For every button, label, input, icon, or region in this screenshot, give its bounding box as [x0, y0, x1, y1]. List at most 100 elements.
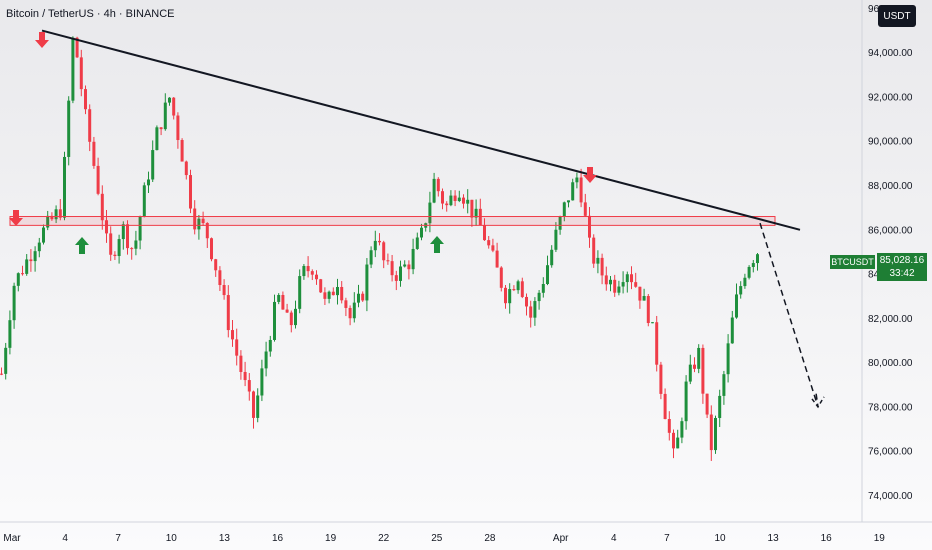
candle-body — [109, 233, 113, 255]
candle-body — [701, 347, 705, 394]
candle-body — [226, 295, 230, 331]
candle-body — [33, 251, 37, 262]
candle-body — [138, 217, 142, 241]
candle-body — [79, 57, 83, 90]
x-tick-label: 22 — [378, 533, 390, 544]
x-tick-label: 10 — [166, 533, 178, 544]
candle-body — [613, 279, 617, 293]
candle-body — [172, 97, 176, 116]
candle-body — [756, 254, 759, 264]
candle-body — [84, 89, 87, 110]
candle-body — [491, 245, 495, 251]
x-tick-label: 4 — [62, 533, 68, 544]
candle-body — [147, 179, 150, 186]
candle-body — [352, 302, 356, 319]
candle-body — [294, 308, 297, 326]
candle-body — [0, 373, 3, 375]
candle-body — [134, 240, 138, 249]
candle-body — [273, 301, 276, 340]
candle-body — [394, 275, 398, 281]
candle-body — [684, 381, 688, 422]
candle-body — [71, 37, 75, 101]
candle-countdown: 33:42 — [889, 268, 915, 279]
x-tick-label: 10 — [714, 533, 726, 544]
x-tick-label: 13 — [768, 533, 780, 544]
candle-body — [663, 393, 667, 420]
candle-body — [499, 267, 503, 288]
candle-body — [420, 227, 423, 238]
candle-body — [533, 301, 537, 318]
candle-body — [327, 291, 331, 299]
candle-body — [722, 374, 726, 396]
candle-body — [382, 242, 386, 261]
candle-body — [588, 215, 591, 238]
down-arrow-stem — [39, 32, 45, 40]
last-price: 85,028.16 — [879, 255, 925, 266]
currency-selector[interactable]: USDT — [878, 5, 916, 27]
candle-body — [726, 343, 730, 375]
x-tick-label: Apr — [553, 533, 569, 544]
x-tick-label: 7 — [664, 533, 670, 544]
candle-body — [58, 209, 62, 218]
trendline — [41, 29, 801, 231]
candle-body — [336, 286, 339, 296]
candle-body — [75, 37, 79, 58]
candle-body — [407, 264, 411, 270]
candle-body — [730, 317, 734, 344]
candle-body — [718, 395, 722, 418]
candle-body — [546, 265, 549, 284]
y-tick-label: 94,000.00 — [868, 48, 913, 59]
down-arrow-icon — [35, 40, 49, 48]
candle-body — [554, 229, 558, 250]
y-tick-label: 80,000.00 — [868, 358, 913, 369]
candle-body — [268, 339, 272, 352]
y-tick-label: 82,000.00 — [868, 314, 913, 325]
candle-body — [625, 274, 629, 283]
candle-body — [210, 238, 213, 260]
candle-body — [214, 259, 218, 271]
candle-body — [642, 296, 646, 301]
x-axis: Mar 4 7 10 13 16 19 22 25 28 Apr 4 7 10 13 16 19 — [3, 533, 885, 544]
down-arrow-stem — [13, 210, 19, 218]
candle-body — [201, 218, 205, 224]
candle-body — [12, 285, 16, 321]
signal-arrows — [9, 32, 597, 254]
candle-body — [348, 307, 352, 319]
candle-body — [667, 419, 671, 433]
candle-body — [302, 266, 306, 277]
candle-body — [596, 257, 600, 264]
candle-body — [411, 248, 415, 270]
down-arrow-icon — [9, 218, 23, 226]
candle-body — [310, 271, 314, 275]
candle-body — [751, 263, 755, 267]
y-tick-label: 86,000.00 — [868, 225, 913, 236]
candle-body — [470, 199, 474, 218]
candle-body — [508, 289, 512, 304]
candle-body — [638, 286, 642, 301]
candle-body — [462, 197, 465, 204]
candle-body — [54, 209, 58, 220]
candle-body — [432, 178, 436, 203]
candle-body — [142, 185, 146, 218]
candle-body — [466, 199, 470, 204]
symbol-tag: BTCUSDT — [830, 255, 875, 269]
candle-body — [25, 259, 29, 274]
candle-body — [646, 296, 650, 324]
candle-body — [399, 266, 402, 281]
x-tick-label: 16 — [821, 533, 833, 544]
x-tick-label: 13 — [219, 533, 231, 544]
candle-body — [592, 237, 596, 264]
y-tick-label: 78,000.00 — [868, 402, 913, 413]
candle-body — [243, 371, 247, 381]
candle-body — [121, 224, 125, 240]
candle-body — [281, 294, 285, 310]
candle-body — [155, 127, 159, 151]
candle-body — [453, 195, 457, 202]
candle-body — [218, 270, 222, 286]
candle-body — [735, 294, 738, 318]
candle-body — [403, 264, 407, 267]
candle-body — [529, 306, 533, 318]
candle-body — [709, 414, 713, 451]
candle-body — [525, 296, 528, 307]
